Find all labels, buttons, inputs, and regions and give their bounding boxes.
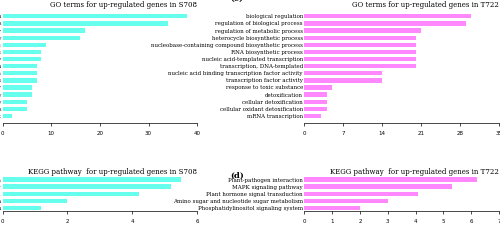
Text: KEGG pathway  for up-regulated genes in S708: KEGG pathway for up-regulated genes in S… <box>28 168 197 176</box>
Bar <box>304 43 416 47</box>
Bar <box>304 78 382 83</box>
Bar <box>304 64 416 68</box>
Bar <box>304 100 326 104</box>
Bar <box>2 114 12 118</box>
Bar <box>304 71 382 75</box>
Bar <box>304 107 326 111</box>
Bar <box>2 206 42 210</box>
Bar <box>2 100 27 104</box>
Text: KEGG pathway  for up-regulated genes in T722: KEGG pathway for up-regulated genes in T… <box>330 168 499 176</box>
Bar <box>2 92 32 97</box>
Bar <box>304 177 476 182</box>
Bar <box>304 92 326 97</box>
Bar <box>2 21 168 26</box>
Bar <box>304 114 321 118</box>
Bar <box>2 199 68 203</box>
Text: (c): (c) <box>230 0 243 3</box>
Bar <box>2 43 46 47</box>
Bar <box>304 85 332 90</box>
Bar <box>304 206 360 210</box>
Bar <box>2 78 36 83</box>
Text: GO terms for up-regulated genes in T722: GO terms for up-regulated genes in T722 <box>352 1 499 9</box>
Bar <box>2 85 32 90</box>
Text: (d): (d) <box>230 171 244 180</box>
Bar <box>304 28 421 33</box>
Bar <box>2 14 188 18</box>
Text: GO terms for up-regulated genes in S708: GO terms for up-regulated genes in S708 <box>50 1 197 9</box>
Bar <box>304 184 452 189</box>
Bar <box>304 191 418 196</box>
Bar <box>304 21 466 26</box>
Bar <box>304 14 471 18</box>
Bar <box>304 50 416 54</box>
Bar <box>304 199 388 203</box>
Bar <box>2 50 42 54</box>
Bar <box>2 36 80 40</box>
Bar <box>304 36 416 40</box>
Bar <box>2 28 86 33</box>
Bar <box>2 71 36 75</box>
Bar <box>2 177 181 182</box>
Bar <box>2 107 27 111</box>
Bar <box>304 57 416 61</box>
Bar <box>2 184 171 189</box>
Bar <box>2 57 42 61</box>
Bar <box>2 191 139 196</box>
Bar <box>2 64 36 68</box>
